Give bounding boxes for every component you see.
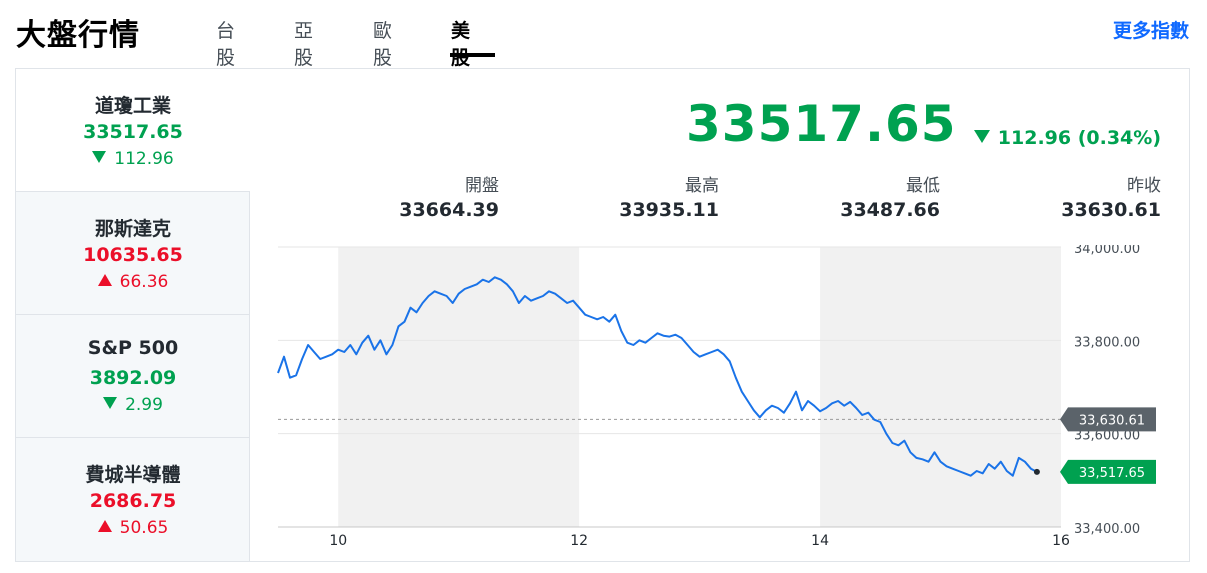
- x-tick-label: 14: [811, 533, 829, 549]
- index-name: 道瓊工業: [94, 95, 171, 117]
- market-panel: 道瓊工業 33517.65 112.96 那斯達克 10635.65 66.36…: [15, 68, 1190, 562]
- stat-value: 33487.66: [840, 199, 940, 221]
- index-price: 2686.75: [89, 490, 177, 512]
- stat-high: 最高 33935.11: [559, 171, 719, 221]
- index-item-sox[interactable]: 費城半導體 2686.75 50.65: [16, 438, 250, 561]
- x-tick-label: 10: [329, 533, 347, 549]
- quote-change: 112.96 (0.34%): [973, 127, 1161, 149]
- last-price-badge: [1060, 459, 1156, 484]
- x-tick-label: 12: [570, 533, 588, 549]
- y-tick-label: 33,600.00: [1074, 429, 1140, 444]
- index-name: S&P 500: [87, 337, 179, 359]
- quote-change-value: 112.96 (0.34%): [997, 127, 1161, 149]
- index-price: 10635.65: [83, 244, 183, 266]
- stat-prev-close: 昨收 33630.61: [1001, 171, 1161, 221]
- index-price: 3892.09: [89, 367, 177, 389]
- index-sidebar: 道瓊工業 33517.65 112.96 那斯達克 10635.65 66.36…: [16, 69, 250, 561]
- stat-value: 33935.11: [619, 199, 719, 221]
- index-change: 66.36: [16, 272, 250, 292]
- up-arrow-icon: [97, 274, 112, 286]
- intraday-chart-svg: 34,000.00 33,800.00 33,600.00 33,400.00 10 12…: [277, 242, 1156, 549]
- stat-low: 最低 33487.66: [780, 171, 940, 221]
- tab-taiwan-stocks[interactable]: 台股: [216, 20, 236, 69]
- intraday-chart[interactable]: 34,000.00 33,800.00 33,600.00 33,400.00 10 12…: [276, 242, 1191, 561]
- stat-value: 33664.39: [399, 199, 499, 221]
- index-change-value: 50.65: [119, 518, 169, 538]
- down-arrow-icon: [973, 130, 990, 143]
- index-change-value: 66.36: [119, 272, 169, 292]
- prev-close-badge: [1060, 407, 1156, 432]
- chart-band: [338, 247, 580, 527]
- index-item-dow[interactable]: 道瓊工業 33517.65 112.96: [16, 69, 250, 192]
- index-change: 112.96: [16, 149, 250, 169]
- tab-us-stocks[interactable]: 美股: [451, 20, 471, 69]
- index-name: 那斯達克: [94, 218, 171, 240]
- down-arrow-icon: [92, 151, 107, 163]
- x-tick-label: 16: [1052, 533, 1070, 549]
- index-name: 費城半導體: [85, 464, 181, 486]
- stat-label: 昨收: [1127, 176, 1161, 196]
- index-change: 50.65: [16, 518, 250, 538]
- more-indices-link[interactable]: 更多指數: [1112, 20, 1189, 42]
- header: 大盤行情 台股 亞股 歐股 美股 更多指數: [0, 0, 1207, 69]
- stat-label: 開盤: [465, 176, 499, 196]
- tab-asia-stocks[interactable]: 亞股: [294, 20, 314, 69]
- index-price: 33517.65: [83, 121, 183, 143]
- stat-label: 最高: [685, 176, 719, 196]
- y-tick-label: 34,000.00: [1074, 245, 1140, 257]
- index-change-value: 112.96: [114, 149, 174, 169]
- stat-open: 開盤 33664.39: [339, 171, 499, 221]
- y-tick-label: 33,400.00: [1074, 522, 1140, 537]
- stat-label: 最低: [906, 176, 940, 196]
- quote-price: 33517.65: [686, 95, 957, 153]
- prev-close-badge-label: 33,630.61: [1079, 413, 1145, 428]
- index-change-value: 2.99: [125, 395, 163, 415]
- stat-value: 33630.61: [1061, 199, 1161, 221]
- chart-band: [820, 247, 1061, 527]
- index-change: 2.99: [16, 395, 250, 415]
- down-arrow-icon: [103, 397, 118, 409]
- series-line: [277, 276, 1038, 477]
- page-title: 大盤行情: [16, 18, 140, 53]
- index-item-nasdaq[interactable]: 那斯達克 10635.65 66.36: [16, 192, 250, 315]
- index-item-sp500[interactable]: S&P 500 3892.09 2.99: [16, 315, 250, 438]
- last-price-badge-label: 33,517.65: [1079, 466, 1145, 481]
- tab-europe-stocks[interactable]: 歐股: [373, 20, 393, 69]
- active-tab-indicator: [450, 53, 495, 57]
- y-tick-label: 33,800.00: [1074, 335, 1140, 350]
- last-point-marker: [1033, 468, 1040, 475]
- up-arrow-icon: [97, 520, 112, 532]
